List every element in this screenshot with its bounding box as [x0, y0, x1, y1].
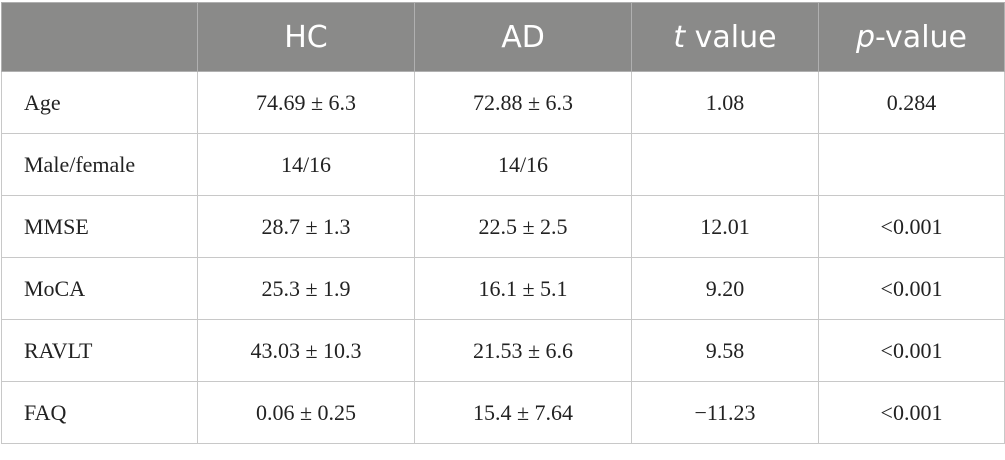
table-cell: 0.06 ± 0.25	[197, 381, 415, 444]
header-cell: HC	[197, 2, 415, 72]
table-cell	[631, 133, 819, 196]
table-cell: <0.001	[818, 319, 1005, 382]
table-cell	[818, 133, 1005, 196]
row-label: MMSE	[1, 195, 198, 258]
table-cell: 28.7 ± 1.3	[197, 195, 415, 258]
table-cell: 72.88 ± 6.3	[414, 71, 632, 134]
header-row: HC AD t value p-value	[1, 2, 1005, 72]
table-row: RAVLT 43.03 ± 10.3 21.53 ± 6.6 9.58 <0.001	[1, 319, 1005, 382]
table-cell: 9.58	[631, 319, 819, 382]
header-text: -value	[875, 19, 967, 55]
table-cell: 9.20	[631, 257, 819, 320]
table-cell: 43.03 ± 10.3	[197, 319, 415, 382]
header-cell: t value	[631, 2, 819, 72]
table-row: Male/female 14/16 14/16	[1, 133, 1005, 196]
header-cell	[1, 2, 198, 72]
table-row: FAQ 0.06 ± 0.25 15.4 ± 7.64 −11.23 <0.001	[1, 381, 1005, 444]
table-cell: 12.01	[631, 195, 819, 258]
header-italic: p	[855, 19, 876, 55]
table-row: MMSE 28.7 ± 1.3 22.5 ± 2.5 12.01 <0.001	[1, 195, 1005, 258]
row-label: MoCA	[1, 257, 198, 320]
table-cell: <0.001	[818, 257, 1005, 320]
table-body: Age 74.69 ± 6.3 72.88 ± 6.3 1.08 0.284 Male/f…	[1, 71, 1005, 444]
table-cell: <0.001	[818, 381, 1005, 444]
row-label: FAQ	[1, 381, 198, 444]
row-label: Age	[1, 71, 198, 134]
header-text: value	[694, 19, 777, 55]
table: HC AD t value p-value Age 74.69 ± 6.3 72.8…	[1, 2, 1005, 444]
table-cell: −11.23	[631, 381, 819, 444]
header-cell: p-value	[818, 2, 1005, 72]
table-cell: 16.1 ± 5.1	[414, 257, 632, 320]
table-row: Age 74.69 ± 6.3 72.88 ± 6.3 1.08 0.284	[1, 71, 1005, 134]
header-italic: t	[673, 19, 686, 55]
table-cell: 14/16	[197, 133, 415, 196]
table-row: MoCA 25.3 ± 1.9 16.1 ± 5.1 9.20 <0.001	[1, 257, 1005, 320]
table-cell: 15.4 ± 7.64	[414, 381, 632, 444]
table-cell: 22.5 ± 2.5	[414, 195, 632, 258]
row-label: Male/female	[1, 133, 198, 196]
table-cell: 1.08	[631, 71, 819, 134]
table-cell: 25.3 ± 1.9	[197, 257, 415, 320]
table-cell: 0.284	[818, 71, 1005, 134]
table-cell: 74.69 ± 6.3	[197, 71, 415, 134]
row-label: RAVLT	[1, 319, 198, 382]
table-cell: 14/16	[414, 133, 632, 196]
table-cell: <0.001	[818, 195, 1005, 258]
header-cell: AD	[414, 2, 632, 72]
table-cell: 21.53 ± 6.6	[414, 319, 632, 382]
